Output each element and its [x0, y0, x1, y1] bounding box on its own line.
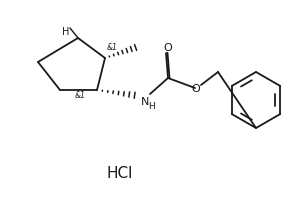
- Text: HCl: HCl: [107, 165, 133, 180]
- Text: H: H: [148, 102, 155, 111]
- Text: O: O: [191, 84, 200, 94]
- Text: N: N: [141, 97, 149, 107]
- Text: O: O: [164, 43, 172, 53]
- Text: &1: &1: [107, 42, 118, 52]
- Text: H: H: [62, 27, 70, 37]
- Text: &1: &1: [75, 90, 86, 99]
